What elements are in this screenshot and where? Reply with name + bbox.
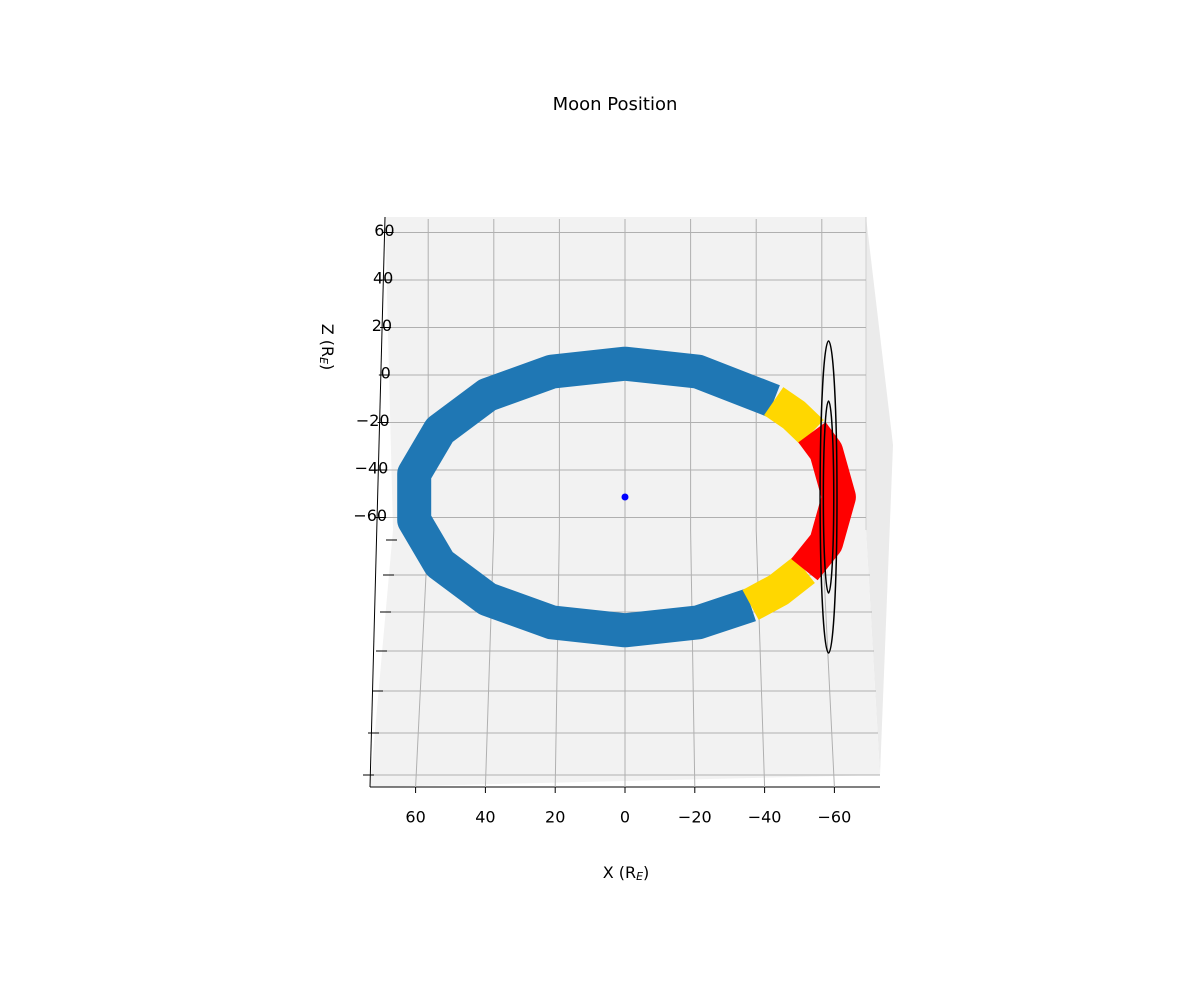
label-part: Z (R xyxy=(319,324,338,357)
orbit-band xyxy=(764,387,824,445)
y-axis-ticks xyxy=(363,539,397,776)
z-tick-label: −40 xyxy=(355,459,389,478)
label-part: X (R xyxy=(603,863,636,882)
x-tick-label: 20 xyxy=(545,808,565,827)
z-tick-label: 0 xyxy=(381,364,391,383)
chart-title: Moon Position xyxy=(553,94,678,115)
x-tick-label: −20 xyxy=(678,808,712,827)
x-tick-label: 40 xyxy=(475,808,495,827)
z-tick-label: 20 xyxy=(372,316,392,335)
z-axis-label: Z (RE) xyxy=(317,324,338,371)
label-part: ) xyxy=(643,863,649,882)
orbit-band xyxy=(397,346,780,648)
orbit-band xyxy=(742,556,815,620)
z-tick-label: −20 xyxy=(356,411,390,430)
z-tick-label: 40 xyxy=(373,269,393,288)
z-tick-label: 60 xyxy=(374,221,394,240)
label-part: ) xyxy=(319,364,338,370)
grid-line xyxy=(484,529,495,788)
grid-line xyxy=(755,529,766,788)
side-pane xyxy=(866,217,893,775)
x-tick-label: −40 xyxy=(748,808,782,827)
earth xyxy=(621,493,629,501)
grid-line xyxy=(554,529,560,788)
x-tick-label: −60 xyxy=(818,808,852,827)
panes xyxy=(363,216,893,793)
label-subscript: E xyxy=(636,870,643,883)
grid-line xyxy=(690,529,696,788)
label-subscript: E xyxy=(317,357,330,364)
x-tick-label: 0 xyxy=(620,808,630,827)
z-tick-label: −60 xyxy=(353,506,387,525)
x-axis-label: X (RE) xyxy=(603,863,650,884)
floor-grid xyxy=(373,574,880,776)
x-tick-label: 60 xyxy=(405,808,425,827)
grid-line xyxy=(821,529,835,788)
ring xyxy=(819,340,838,654)
orbit-band xyxy=(791,422,856,581)
ring xyxy=(822,400,835,594)
z-axis-line xyxy=(369,216,386,788)
